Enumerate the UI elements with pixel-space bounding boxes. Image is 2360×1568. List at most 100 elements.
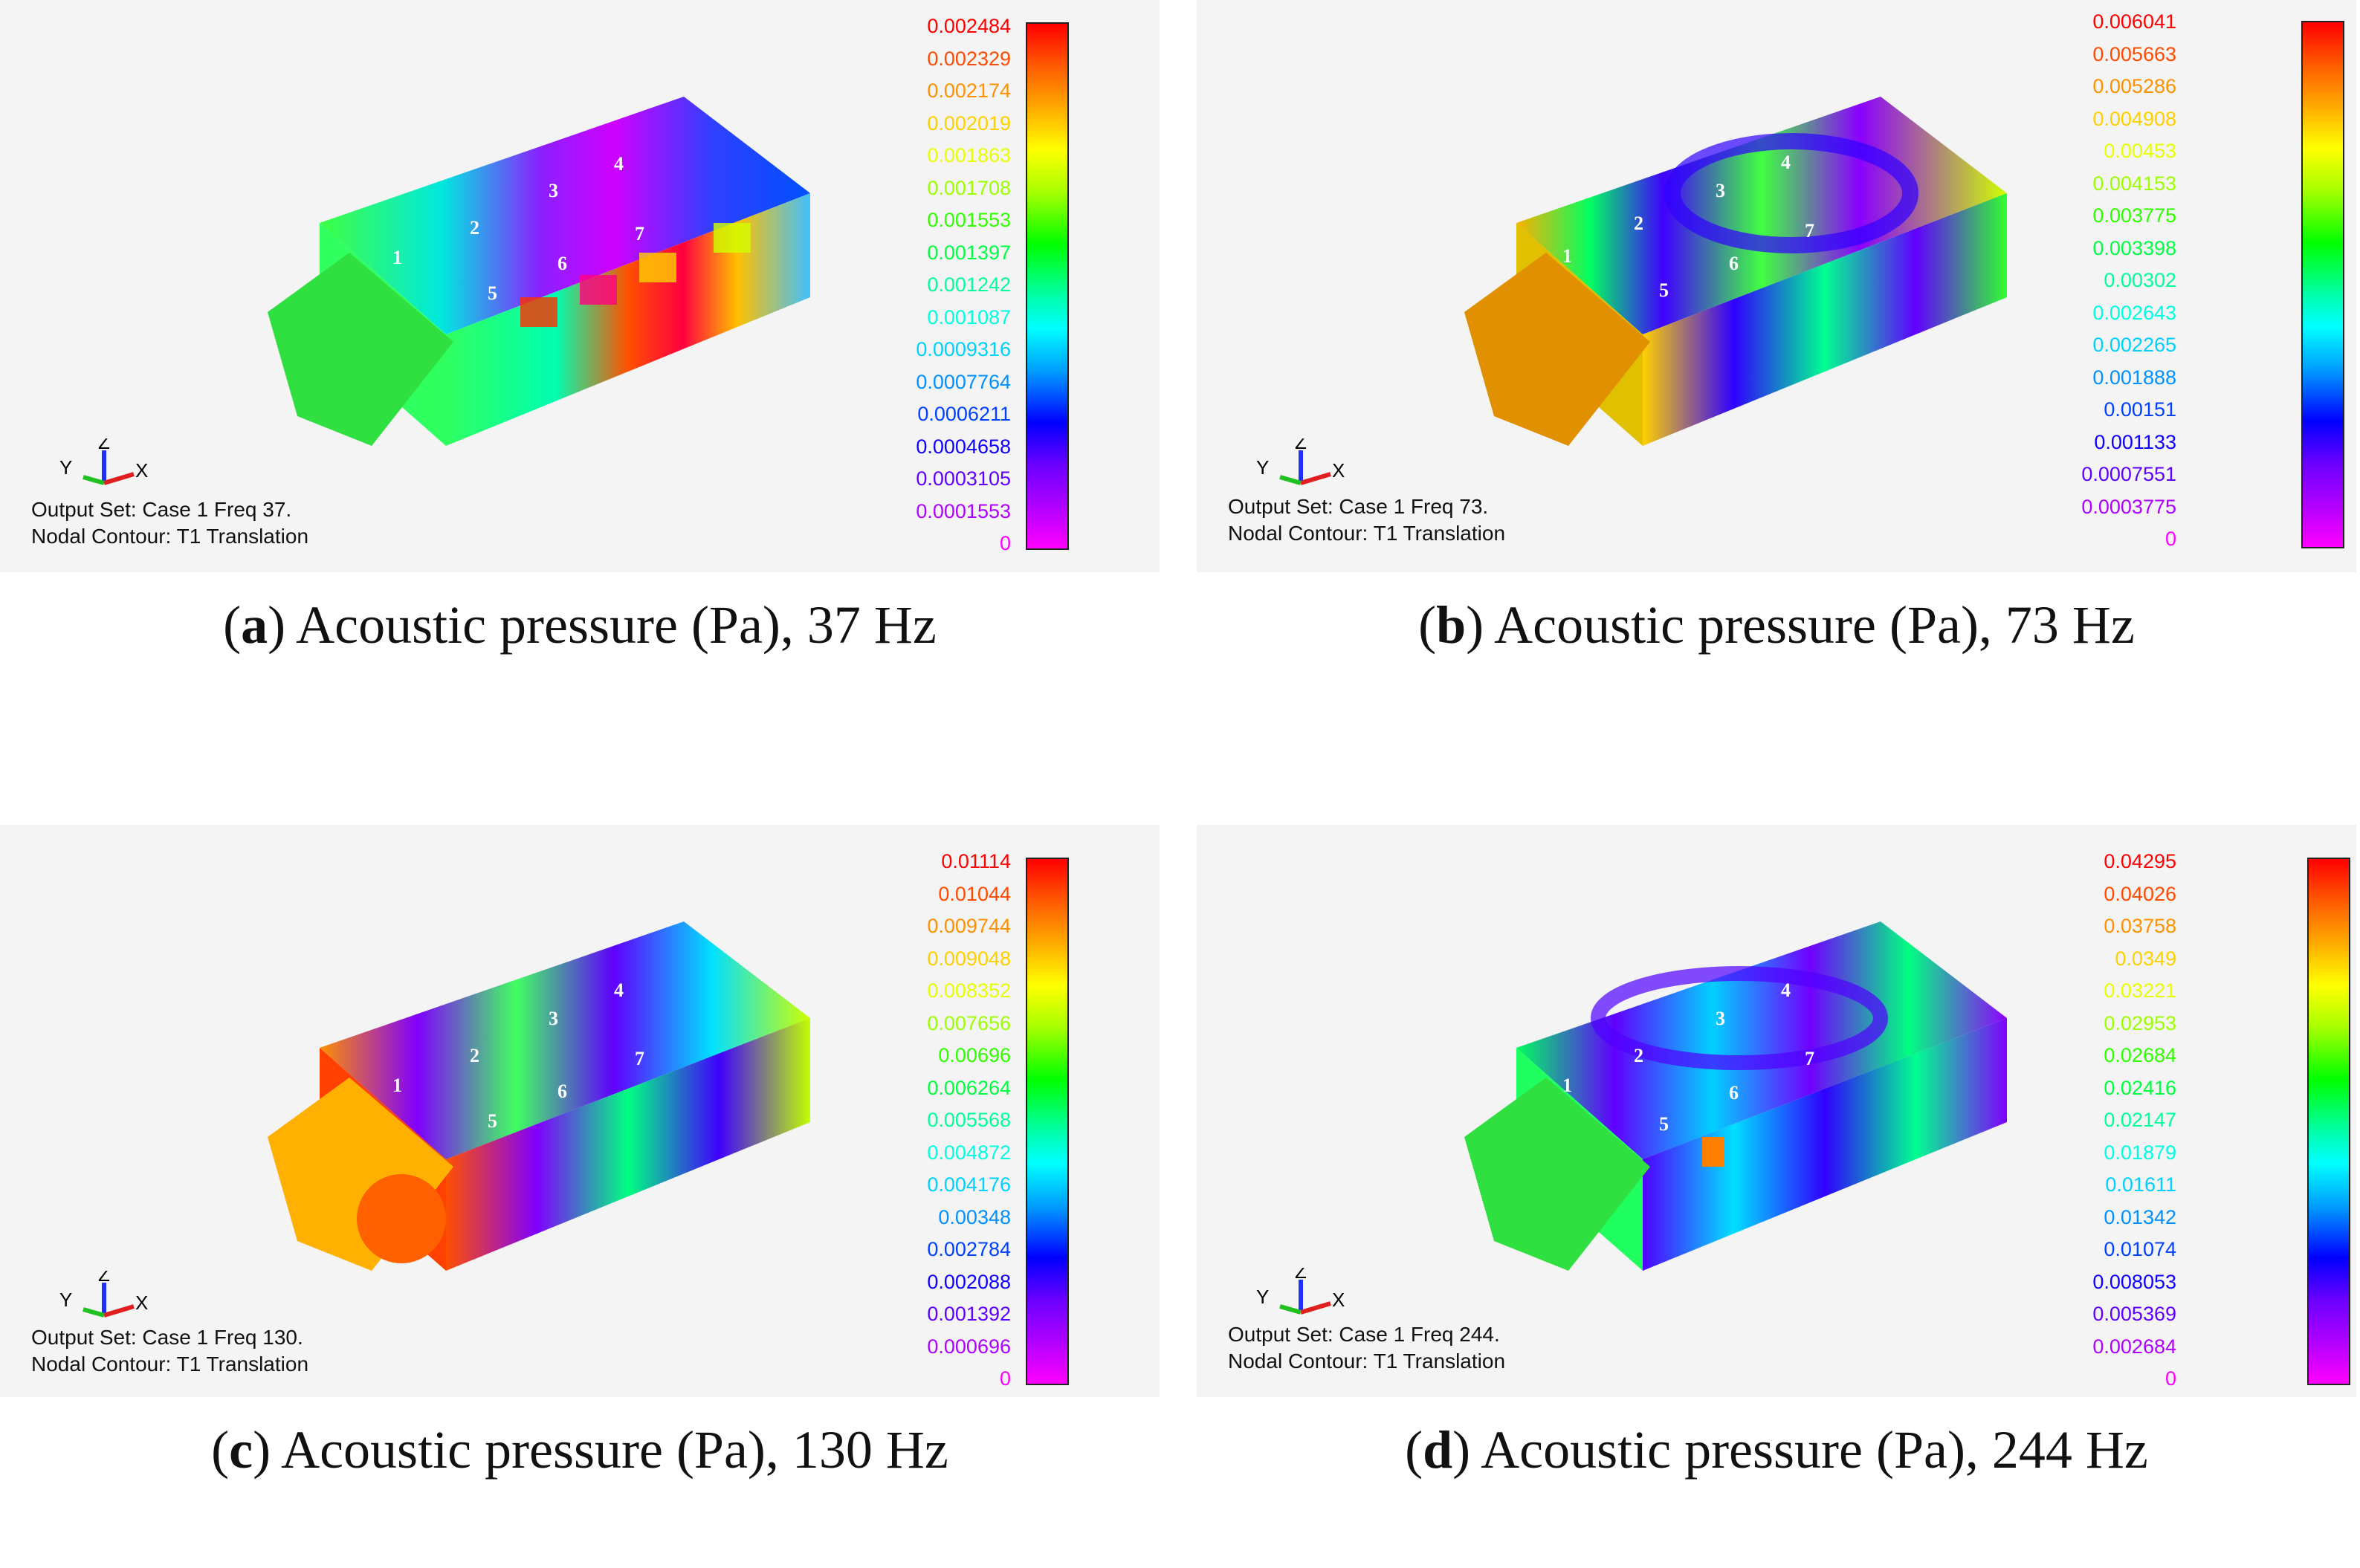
info-block: Output Set: Case 1 Freq 73. Nodal Contou… [1228,493,1505,547]
caption-letter: a [241,595,268,655]
color-scale-bar [1026,858,1069,1385]
marker-3: 3 [1716,180,1725,201]
marker-1: 1 [1562,1075,1572,1096]
color-scale-bar [2307,858,2350,1385]
marker-3: 3 [549,1008,558,1029]
axis-z-label: Z [1295,1268,1307,1283]
marker-5: 5 [1659,1113,1669,1135]
legend-value: 0.04026 [2104,882,2176,905]
legend-value: 0.02147 [2104,1109,2176,1131]
output-set-text: Output Set: Case 1 Freq 73. [1228,495,1489,518]
color-scale-bar [2301,21,2344,548]
legend-value: 0.002684 [2092,1335,2176,1358]
panel-caption: (d) Acoustic pressure (Pa), 244 Hz [1405,1420,2148,1480]
marker-5: 5 [488,1110,497,1132]
legend-value: 0.005663 [2092,42,2176,65]
axis-triad-icon: Z X Y [59,438,148,485]
caption-text: ) Acoustic pressure (Pa), 244 Hz [1452,1420,2148,1480]
legend-value: 0.00302 [2104,269,2176,291]
legend-value: 0.001888 [2092,366,2176,389]
legend-value: 0.008352 [927,979,1011,1002]
marker-6: 6 [557,1081,567,1102]
marker-7: 7 [1805,220,1814,242]
legend-value: 0.00151 [2104,398,2176,421]
legend-value: 0.002088 [927,1270,1011,1293]
legend-value: 0.002484 [927,15,1011,37]
legend-value: 0.005286 [2092,75,2176,97]
legend-value: 0.02953 [2104,1011,2176,1034]
legend-value: 0 [999,532,1011,554]
marker-1: 1 [1562,245,1572,267]
axis-x-label: X [135,459,148,482]
legend-value: 0.0004658 [916,435,1011,458]
simulation-view: 1 2 3 4 5 6 7 Z X Y Output Set: Case 1 F… [0,0,1160,572]
caption-letter: b [1436,595,1467,655]
axis-triad-icon: Z X Y [1256,438,1345,485]
legend-value: 0.004872 [927,1141,1011,1164]
marker-2: 2 [470,1045,479,1066]
legend-value: 0.001087 [927,305,1011,328]
panel-c: 1 2 3 4 5 6 7 Z X Y Output Set: Case 1 F… [0,825,1160,1568]
legend-labels: 0.04295 0.04026 0.03758 0.0349 0.03221 0… [1983,850,2176,1400]
axis-triad-icon: Z X Y [1256,1268,1345,1315]
marker-3: 3 [549,180,558,201]
legend-value: 0 [2165,1367,2176,1390]
caption-text: ) Acoustic pressure (Pa), 130 Hz [253,1420,948,1480]
marker-1: 1 [392,247,402,268]
legend-value: 0.004176 [927,1173,1011,1196]
legend-value: 0.0003105 [916,467,1011,490]
legend-value: 0.00348 [938,1205,1011,1228]
legend-value: 0.002174 [927,80,1011,102]
legend-value: 0.002643 [2092,301,2176,324]
marker-4: 4 [614,979,624,1001]
marker-6: 6 [557,253,567,274]
legend-value: 0.001392 [927,1303,1011,1325]
axis-z-label: Z [1295,438,1307,453]
legend-value: 0.0003775 [2081,495,2176,518]
axis-y-label: Y [59,456,72,479]
legend-value: 0.004153 [2092,172,2176,195]
legend-value: 0.0006211 [917,403,1011,425]
nodal-contour-text: Nodal Contour: T1 Translation [31,1352,309,1376]
legend-value: 0.005369 [2092,1303,2176,1325]
model-render [1464,921,2007,1271]
legend-value: 0.0349 [2115,947,2176,970]
legend-value: 0.03758 [2104,915,2176,937]
caption-text: ) Acoustic pressure (Pa), 73 Hz [1466,595,2135,655]
caption-letter: c [229,1420,253,1480]
legend-value: 0.0001553 [916,499,1011,522]
legend-value: 0.00696 [938,1044,1011,1066]
output-set-text: Output Set: Case 1 Freq 130. [31,1326,303,1349]
axis-x-label: X [135,1292,148,1314]
info-block: Output Set: Case 1 Freq 244. Nodal Conto… [1228,1321,1505,1375]
panel-caption: (c) Acoustic pressure (Pa), 130 Hz [211,1420,948,1480]
legend-value: 0.007656 [927,1011,1011,1034]
info-block: Output Set: Case 1 Freq 37. Nodal Contou… [31,496,308,550]
legend-value: 0.009744 [927,915,1011,937]
legend-labels: 0.006041 0.005663 0.005286 0.004908 0.00… [1983,10,2176,560]
marker-4: 4 [614,153,624,175]
legend-value: 0.01074 [2104,1238,2176,1260]
axis-y-label: Y [1256,1286,1269,1308]
legend-value: 0.000696 [927,1335,1011,1358]
legend-value: 0.0007551 [2081,463,2176,485]
marker-1: 1 [392,1075,402,1096]
legend-value: 0.009048 [927,947,1011,970]
legend-value: 0.001708 [927,176,1011,199]
marker-2: 2 [1634,1045,1643,1066]
marker-5: 5 [488,282,497,304]
marker-4: 4 [1781,979,1791,1001]
legend-value: 0 [999,1367,1011,1390]
color-scale-bar [1026,22,1069,550]
marker-7: 7 [635,223,644,244]
marker-3: 3 [1716,1008,1725,1029]
legend-value: 0.03221 [2104,979,2176,1002]
legend-value: 0.006041 [2092,10,2176,33]
legend-value: 0.01879 [2104,1141,2176,1164]
legend-value: 0.008053 [2092,1270,2176,1293]
legend-value: 0.01114 [941,850,1011,872]
caption-text: ) Acoustic pressure (Pa), 37 Hz [268,595,937,655]
info-block: Output Set: Case 1 Freq 130. Nodal Conto… [31,1324,308,1378]
marker-6: 6 [1729,1082,1739,1104]
legend-value: 0.02416 [2104,1076,2176,1099]
